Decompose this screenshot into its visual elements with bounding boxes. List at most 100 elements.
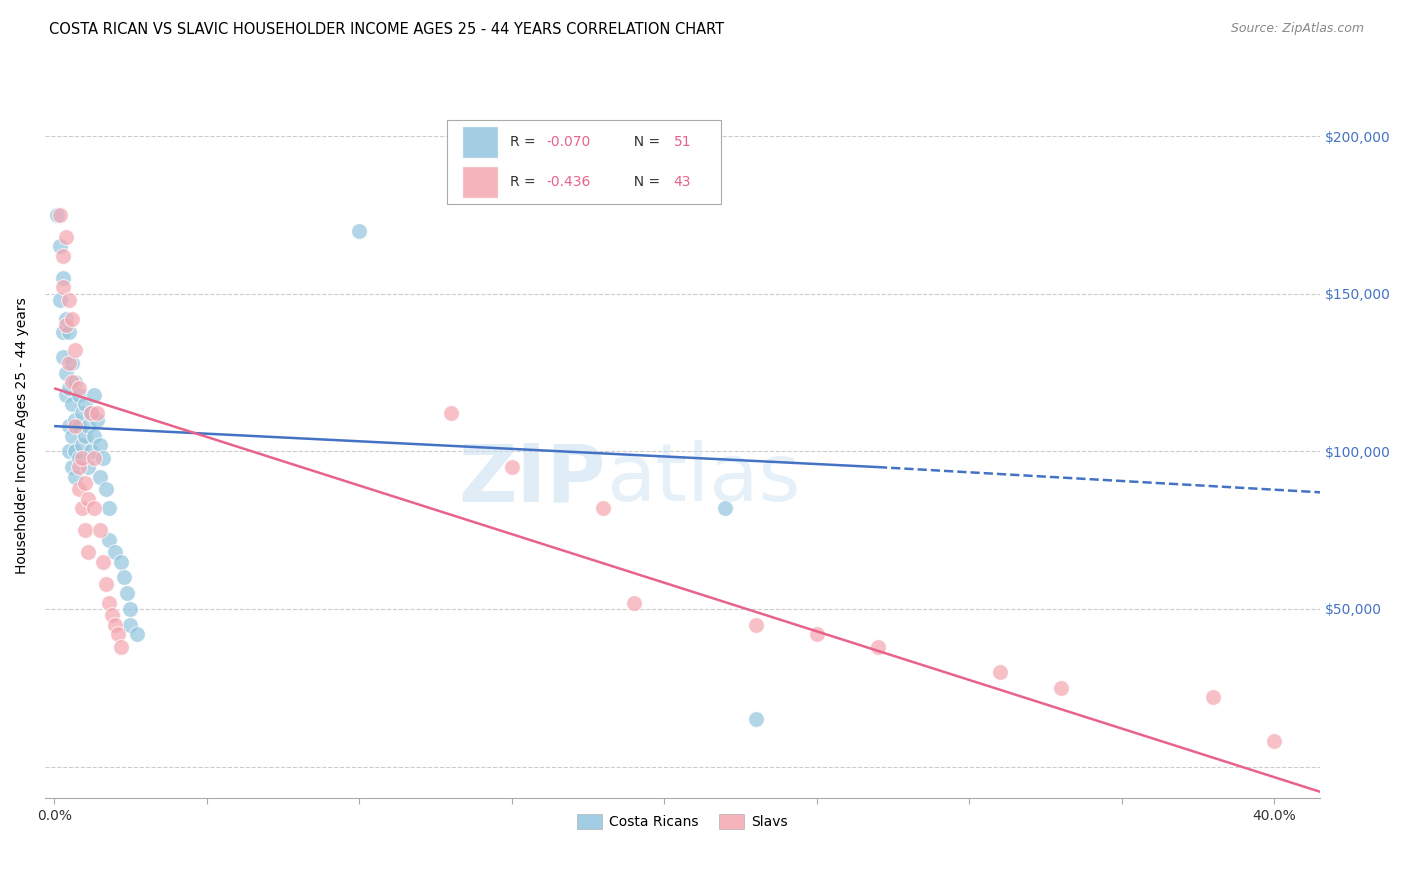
Point xyxy=(65,375,87,389)
Point xyxy=(62,356,84,370)
Point xyxy=(52,249,75,263)
Point xyxy=(49,239,72,253)
Point xyxy=(65,444,87,458)
Point xyxy=(58,356,80,370)
Point xyxy=(714,501,737,516)
Point xyxy=(110,555,132,569)
Bar xyxy=(463,166,498,198)
Point xyxy=(58,444,80,458)
Point xyxy=(501,460,523,475)
Point xyxy=(70,501,93,516)
Text: 51: 51 xyxy=(673,135,692,149)
Point xyxy=(89,523,111,537)
Point xyxy=(98,501,121,516)
Text: -0.436: -0.436 xyxy=(546,175,591,189)
Point xyxy=(83,450,105,465)
Point xyxy=(89,438,111,452)
Text: atlas: atlas xyxy=(606,440,800,518)
Point xyxy=(120,617,142,632)
Point xyxy=(80,407,103,421)
Point xyxy=(52,271,75,285)
Point xyxy=(70,438,93,452)
Point xyxy=(55,312,77,326)
Text: N =: N = xyxy=(626,135,665,149)
Point xyxy=(62,397,84,411)
Point xyxy=(83,428,105,442)
Point xyxy=(58,381,80,395)
Point xyxy=(592,501,614,516)
Text: -0.070: -0.070 xyxy=(546,135,591,149)
Point xyxy=(52,280,75,294)
FancyBboxPatch shape xyxy=(447,120,721,203)
Point xyxy=(76,491,98,506)
Point xyxy=(745,617,768,632)
Point xyxy=(83,387,105,401)
Point xyxy=(55,230,77,244)
Y-axis label: Householder Income Ages 25 - 44 years: Householder Income Ages 25 - 44 years xyxy=(15,297,30,574)
Point xyxy=(55,366,77,380)
Point xyxy=(46,208,69,222)
Point xyxy=(73,475,96,490)
Point xyxy=(65,419,87,434)
Point xyxy=(83,501,105,516)
Point xyxy=(1050,681,1073,695)
Text: R =: R = xyxy=(510,175,540,189)
Point xyxy=(62,460,84,475)
Point xyxy=(65,469,87,483)
Point xyxy=(120,602,142,616)
Point xyxy=(58,419,80,434)
Point xyxy=(440,407,463,421)
Point xyxy=(104,617,127,632)
Point xyxy=(67,482,90,496)
Point xyxy=(91,450,114,465)
Point xyxy=(62,375,84,389)
Point xyxy=(866,640,889,654)
Point xyxy=(76,419,98,434)
Point xyxy=(70,450,93,465)
Point xyxy=(623,596,645,610)
Point xyxy=(65,343,87,358)
Point xyxy=(347,224,370,238)
Point xyxy=(73,397,96,411)
Point xyxy=(98,596,121,610)
Point xyxy=(1263,734,1285,748)
Point xyxy=(125,627,148,641)
Point xyxy=(73,523,96,537)
Point xyxy=(107,627,129,641)
Point xyxy=(58,325,80,339)
Text: R =: R = xyxy=(510,135,540,149)
Point xyxy=(52,350,75,364)
Point xyxy=(1202,690,1225,705)
Point xyxy=(67,381,90,395)
Text: 43: 43 xyxy=(673,175,692,189)
Point xyxy=(55,318,77,333)
Point xyxy=(65,413,87,427)
Bar xyxy=(463,126,498,158)
Point xyxy=(101,608,124,623)
Point xyxy=(988,665,1011,679)
Point xyxy=(67,450,90,465)
Text: Source: ZipAtlas.com: Source: ZipAtlas.com xyxy=(1230,22,1364,36)
Point xyxy=(94,576,117,591)
Point xyxy=(76,460,98,475)
Point xyxy=(745,712,768,726)
Point xyxy=(80,444,103,458)
Point xyxy=(67,460,90,475)
Point xyxy=(67,419,90,434)
Point xyxy=(49,208,72,222)
Point xyxy=(62,312,84,326)
Point xyxy=(94,482,117,496)
Text: N =: N = xyxy=(626,175,665,189)
Point xyxy=(49,293,72,307)
Point xyxy=(86,413,108,427)
Point xyxy=(86,407,108,421)
Point xyxy=(112,570,135,584)
Text: ZIP: ZIP xyxy=(458,440,606,518)
Point xyxy=(76,545,98,559)
Point xyxy=(73,428,96,442)
Point xyxy=(98,533,121,547)
Point xyxy=(117,586,139,600)
Point xyxy=(55,387,77,401)
Point xyxy=(70,407,93,421)
Point xyxy=(89,469,111,483)
